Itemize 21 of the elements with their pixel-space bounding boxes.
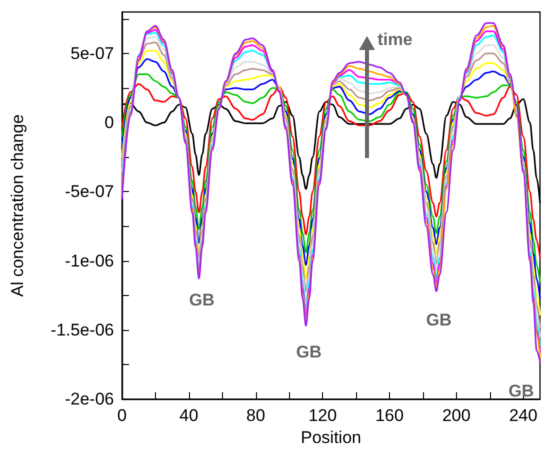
x-tick-label: 160: [375, 406, 404, 426]
x-tick-label: 40: [179, 406, 198, 426]
x-tick-label: 120: [308, 406, 337, 426]
annotation: GB: [189, 290, 215, 310]
x-tick-label: 80: [246, 406, 266, 426]
y-tick-label: 0: [104, 113, 114, 132]
annotation: time: [378, 30, 412, 50]
y-tick-label: -1.5e-06: [50, 320, 114, 340]
y-tick-label: -1e-06: [64, 251, 114, 270]
x-tick-label: 200: [442, 406, 471, 426]
annotation: GB: [426, 310, 452, 330]
y-axis-title: Al concentration change: [8, 114, 27, 297]
y-tick-label: -5e-07: [64, 182, 114, 202]
y-tick-label: 5e-07: [70, 44, 114, 63]
x-tick-label: 0: [117, 406, 127, 426]
line-series: [121, 83, 541, 259]
y-tick-label: -2e-06: [64, 390, 114, 409]
annotation: GB: [508, 382, 534, 401]
annotation: GB: [296, 342, 322, 362]
x-axis-title: Position: [300, 428, 362, 447]
x-tick-label: 240: [509, 406, 538, 426]
